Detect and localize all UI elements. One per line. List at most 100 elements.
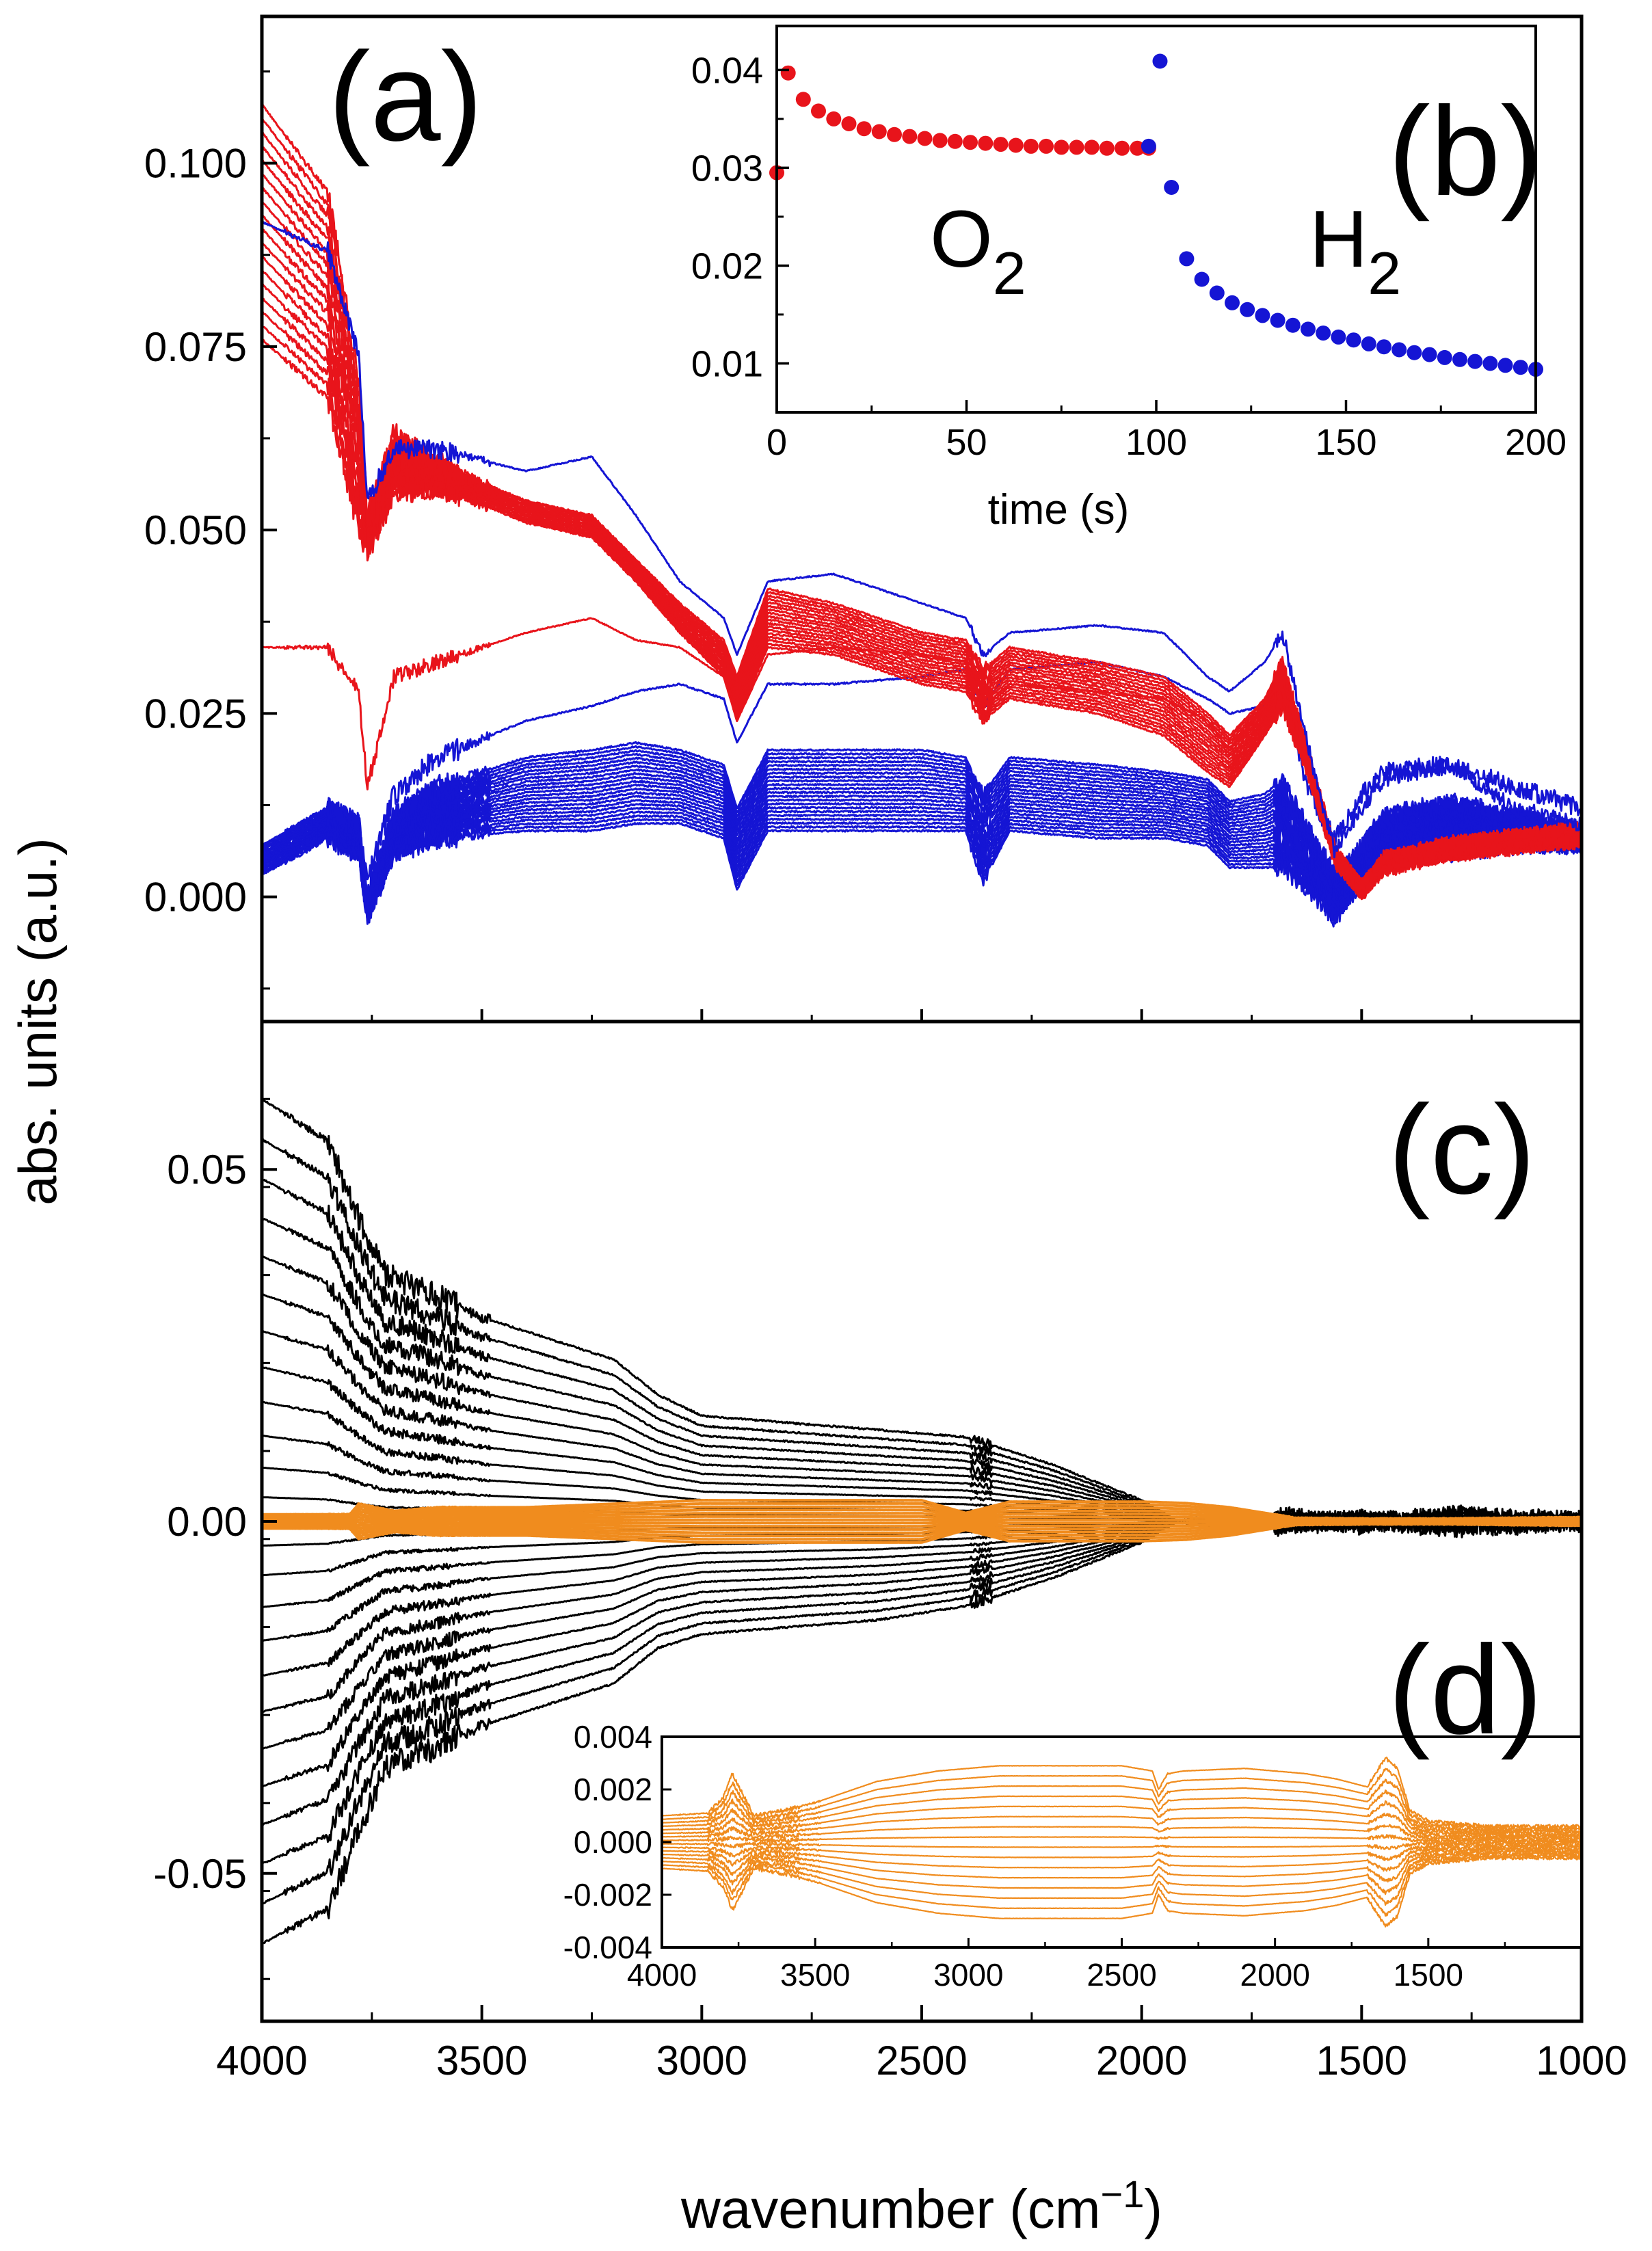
x-tick-label: 1500	[1316, 2038, 1407, 2083]
panel-b-point-h2	[1141, 138, 1156, 154]
panel-b-x-tick-label: 0	[767, 422, 787, 463]
panel-b-plot	[769, 53, 1543, 377]
panel-b-point-o2	[963, 135, 978, 150]
main-axes: 0.000 0.025 0.050 0.075 0.100 -0.05 0.00 0.05 40…	[144, 70, 1627, 2083]
panel-label-d: (d)	[1388, 1620, 1543, 1761]
panel-a-y-tick-label: 0.075	[144, 324, 247, 370]
panel-d-series-group	[662, 1757, 1582, 1928]
panel-b-point-h2	[1270, 312, 1285, 328]
panel-c-plot	[262, 1097, 1582, 1945]
panel-b-point-h2	[1194, 271, 1210, 287]
panel-b-point-o2	[932, 133, 948, 148]
x-tick-label: 3500	[436, 2038, 527, 2083]
panel-a-y-tick-label: 0.000	[144, 875, 247, 920]
panel-c-y-tick-label: 0.00	[167, 1499, 247, 1545]
panel-b-point-h2	[1225, 295, 1240, 310]
panel-d-orange-spectrum	[662, 1757, 1582, 1829]
panel-d-orange-spectrum	[662, 1849, 1582, 1895]
y-axis-label: abs. units (a.u.)	[8, 838, 68, 1206]
x-axis-label-prefix: wavenumber (cm	[680, 2179, 1101, 2239]
panel-c-difference-spectrum	[262, 1508, 1582, 1945]
panel-b-point-h2	[1301, 321, 1316, 337]
x-tick-label: 1000	[1536, 2038, 1627, 2083]
panel-b-point-o2	[811, 103, 826, 119]
panel-b-point-o2	[841, 116, 857, 131]
panel-b-point-h2	[1179, 251, 1195, 267]
panel-d-orange-spectrum	[662, 1768, 1582, 1831]
inset-b-x-label: time (s)	[988, 486, 1130, 533]
panel-d-y-tick-label: 0.000	[574, 1824, 652, 1860]
panel-d-inset: -0.004 -0.002 0.000 0.002 0.004 4000 3500 3000 2…	[563, 1719, 1583, 1993]
panel-d-x-tick-label: 3500	[780, 1957, 850, 1993]
panel-d-plot	[662, 1757, 1582, 1928]
h2-annotation-sub: 2	[1368, 239, 1401, 307]
panel-b-point-h2	[1152, 53, 1168, 69]
panel-b-x-tick-label: 200	[1505, 422, 1567, 463]
panel-b-point-h2	[1407, 345, 1422, 360]
panel-c-difference-spectrum	[262, 1216, 1582, 1532]
panel-d-y-tick-label: 0.004	[574, 1719, 652, 1755]
panel-d-x-tick-label: 2500	[1087, 1957, 1156, 1993]
panel-d-orange-spectrum	[662, 1847, 1582, 1882]
panel-a-plot	[262, 103, 1582, 928]
panel-d-orange-spectrum	[662, 1789, 1582, 1835]
panel-d-x-tick-label: 1500	[1394, 1957, 1463, 1993]
o2-annotation: O2	[930, 194, 1026, 307]
panel-a-o2-spectrum	[262, 617, 1582, 899]
panel-d-orange-spectrum	[662, 1812, 1582, 1839]
panel-b-point-h2	[1331, 329, 1346, 345]
panel-b-inset: 0.01 0.02 0.03 0.04 0 50 100 150 200	[691, 25, 1567, 463]
panel-c-difference-spectrum	[262, 1097, 1582, 1536]
x-axis-label: wavenumber (cm−1)	[680, 2172, 1162, 2239]
panel-b-point-h2	[1376, 339, 1391, 355]
panel-d-orange-spectrum	[662, 1834, 1582, 1844]
panel-b-point-o2	[1099, 140, 1115, 156]
x-tick-label: 2500	[876, 2038, 967, 2083]
panel-c-y-tick-label: 0.05	[167, 1147, 247, 1193]
panel-b-point-h2	[1316, 325, 1331, 341]
panel-c-y-tick-label: -0.05	[153, 1851, 247, 1897]
panel-b-point-o2	[871, 124, 887, 139]
panel-b-point-h2	[1164, 180, 1180, 195]
h2-annotation: H2	[1309, 194, 1401, 307]
panel-b-point-h2	[1422, 347, 1437, 362]
panel-b-point-h2	[1482, 356, 1498, 371]
x-tick-label: 4000	[216, 2038, 307, 2083]
panel-b-point-o2	[1008, 137, 1024, 153]
panel-b-point-h2	[1467, 354, 1483, 369]
panel-d-orange-spectrum	[662, 1840, 1582, 1850]
panel-b-point-o2	[978, 135, 994, 151]
h2-annotation-base: H	[1309, 194, 1368, 284]
panel-b-x-tick-label: 50	[946, 422, 987, 463]
panel-b-point-o2	[947, 133, 963, 149]
panel-b-point-o2	[917, 131, 933, 146]
x-tick-label: 2000	[1096, 2038, 1187, 2083]
panel-b-point-h2	[1285, 317, 1301, 333]
panel-d-x-tick-label: 2000	[1240, 1957, 1309, 1993]
panel-b-point-o2	[1054, 139, 1069, 155]
panel-b-point-o2	[887, 126, 902, 142]
panel-a-series-group	[262, 103, 1582, 928]
panel-d-x-tick-label: 3000	[933, 1957, 1003, 1993]
panel-c-difference-spectrum	[262, 1329, 1582, 1528]
panel-a-y-tick-label: 0.100	[144, 141, 247, 187]
panel-b-point-o2	[1115, 140, 1130, 156]
panel-d-y-tick-label: -0.002	[563, 1877, 652, 1913]
panel-b-x-tick-label: 100	[1125, 422, 1187, 463]
panel-b-y-tick-label: 0.04	[691, 50, 763, 91]
panel-b-point-o2	[1069, 139, 1084, 155]
panel-b-point-h2	[1209, 285, 1225, 301]
panel-a-h2-spectrum	[262, 787, 1582, 919]
panel-b-point-o2	[1023, 138, 1039, 154]
panel-d-orange-spectrum	[662, 1855, 1582, 1928]
panel-b-x-tick-label: 150	[1315, 422, 1376, 463]
panel-b-point-o2	[993, 137, 1009, 152]
panel-b-point-h2	[1437, 349, 1452, 365]
panel-b-point-o2	[1039, 138, 1054, 154]
o2-annotation-base: O	[930, 194, 993, 284]
panel-b-point-h2	[1391, 342, 1407, 358]
panel-b-point-h2	[1255, 308, 1270, 323]
panel-d-orange-spectrum	[662, 1779, 1582, 1833]
panel-a-h2-spectrum	[262, 221, 1582, 859]
